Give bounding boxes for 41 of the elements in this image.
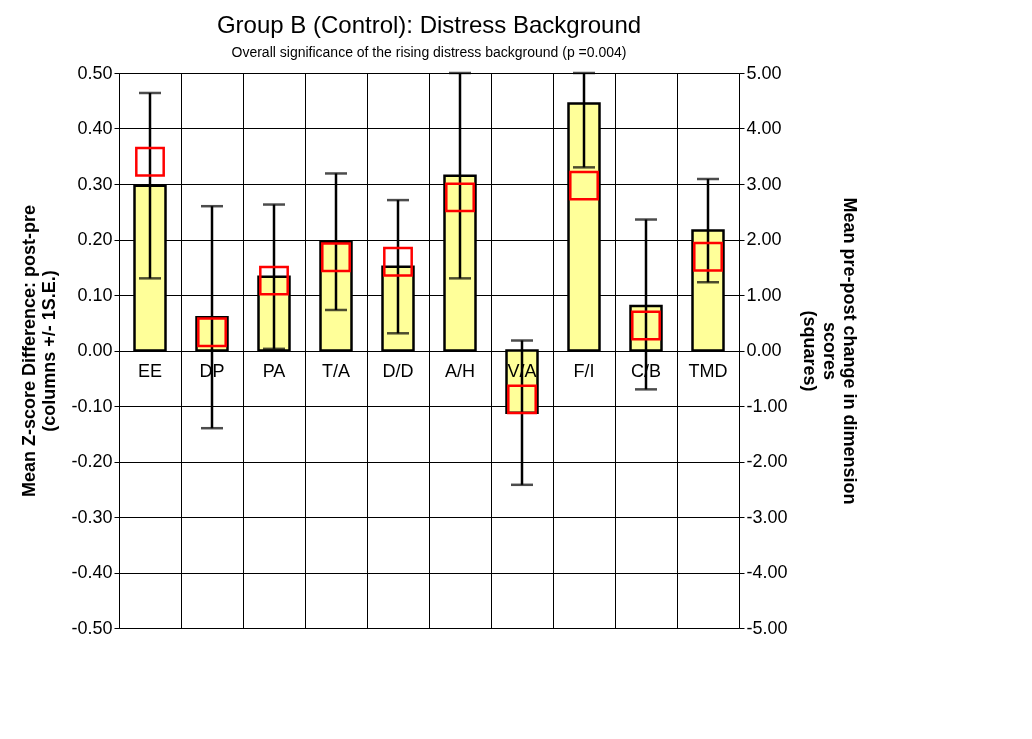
x-tick-label: TMD xyxy=(688,361,728,381)
point xyxy=(693,241,723,272)
y-tick-label: -0.50 xyxy=(71,617,113,638)
y-tick-label: 0.20 xyxy=(77,229,113,249)
point xyxy=(507,384,537,415)
x-tick-label: EE xyxy=(137,361,163,381)
y2-tick-label: 3.00 xyxy=(746,173,782,194)
y2-tick-label: 4.00 xyxy=(746,118,782,138)
y-tick-label: -0.30 xyxy=(71,506,113,527)
y2-axis-title: Mean pre-post change in dimension scores (squares) xyxy=(799,197,860,505)
y-tick-label: 0.50 xyxy=(77,62,113,83)
y-tick-label: -0.10 xyxy=(71,395,113,416)
y-tick-label: 0.10 xyxy=(77,284,113,305)
y2-tick-label: -5.00 xyxy=(746,617,788,638)
point xyxy=(569,170,599,201)
y-tick-label: 0.00 xyxy=(77,340,113,360)
y-tick-label: -0.40 xyxy=(71,562,113,582)
y-axis-title: Mean Z-score Difference: post-pre (columns +/- 1S.E.) xyxy=(19,204,60,498)
y2-tick-label: 1.00 xyxy=(746,284,782,305)
x-tick-label: A/H xyxy=(444,361,476,381)
y2-tick-label: -4.00 xyxy=(746,562,788,582)
chart-subtitle: Overall significance of the rising distress background (p =0.004) xyxy=(231,44,627,60)
x-tick-label: T/A xyxy=(321,361,351,381)
y-tick-label: 0.30 xyxy=(77,173,113,194)
y2-tick-label: 2.00 xyxy=(746,229,782,249)
y2-tick-label: -1.00 xyxy=(746,395,788,416)
point xyxy=(445,182,475,213)
point xyxy=(259,265,289,296)
x-tick-label: F/I xyxy=(573,361,595,381)
x-tick-label: PA xyxy=(262,361,286,381)
y-tick-label: 0.40 xyxy=(77,118,113,138)
y2-tick-label: 0.00 xyxy=(746,340,782,360)
y2-tick-label: -3.00 xyxy=(746,506,788,527)
point xyxy=(321,242,351,273)
y-tick-label: -0.20 xyxy=(71,451,113,471)
y2-tick-label: -2.00 xyxy=(746,451,788,471)
point xyxy=(383,246,413,277)
point xyxy=(135,146,165,177)
chart-title: Group B (Control): Distress Background xyxy=(216,11,642,38)
y2-tick-label: 5.00 xyxy=(746,62,782,83)
x-tick-label: D/D xyxy=(382,361,414,381)
